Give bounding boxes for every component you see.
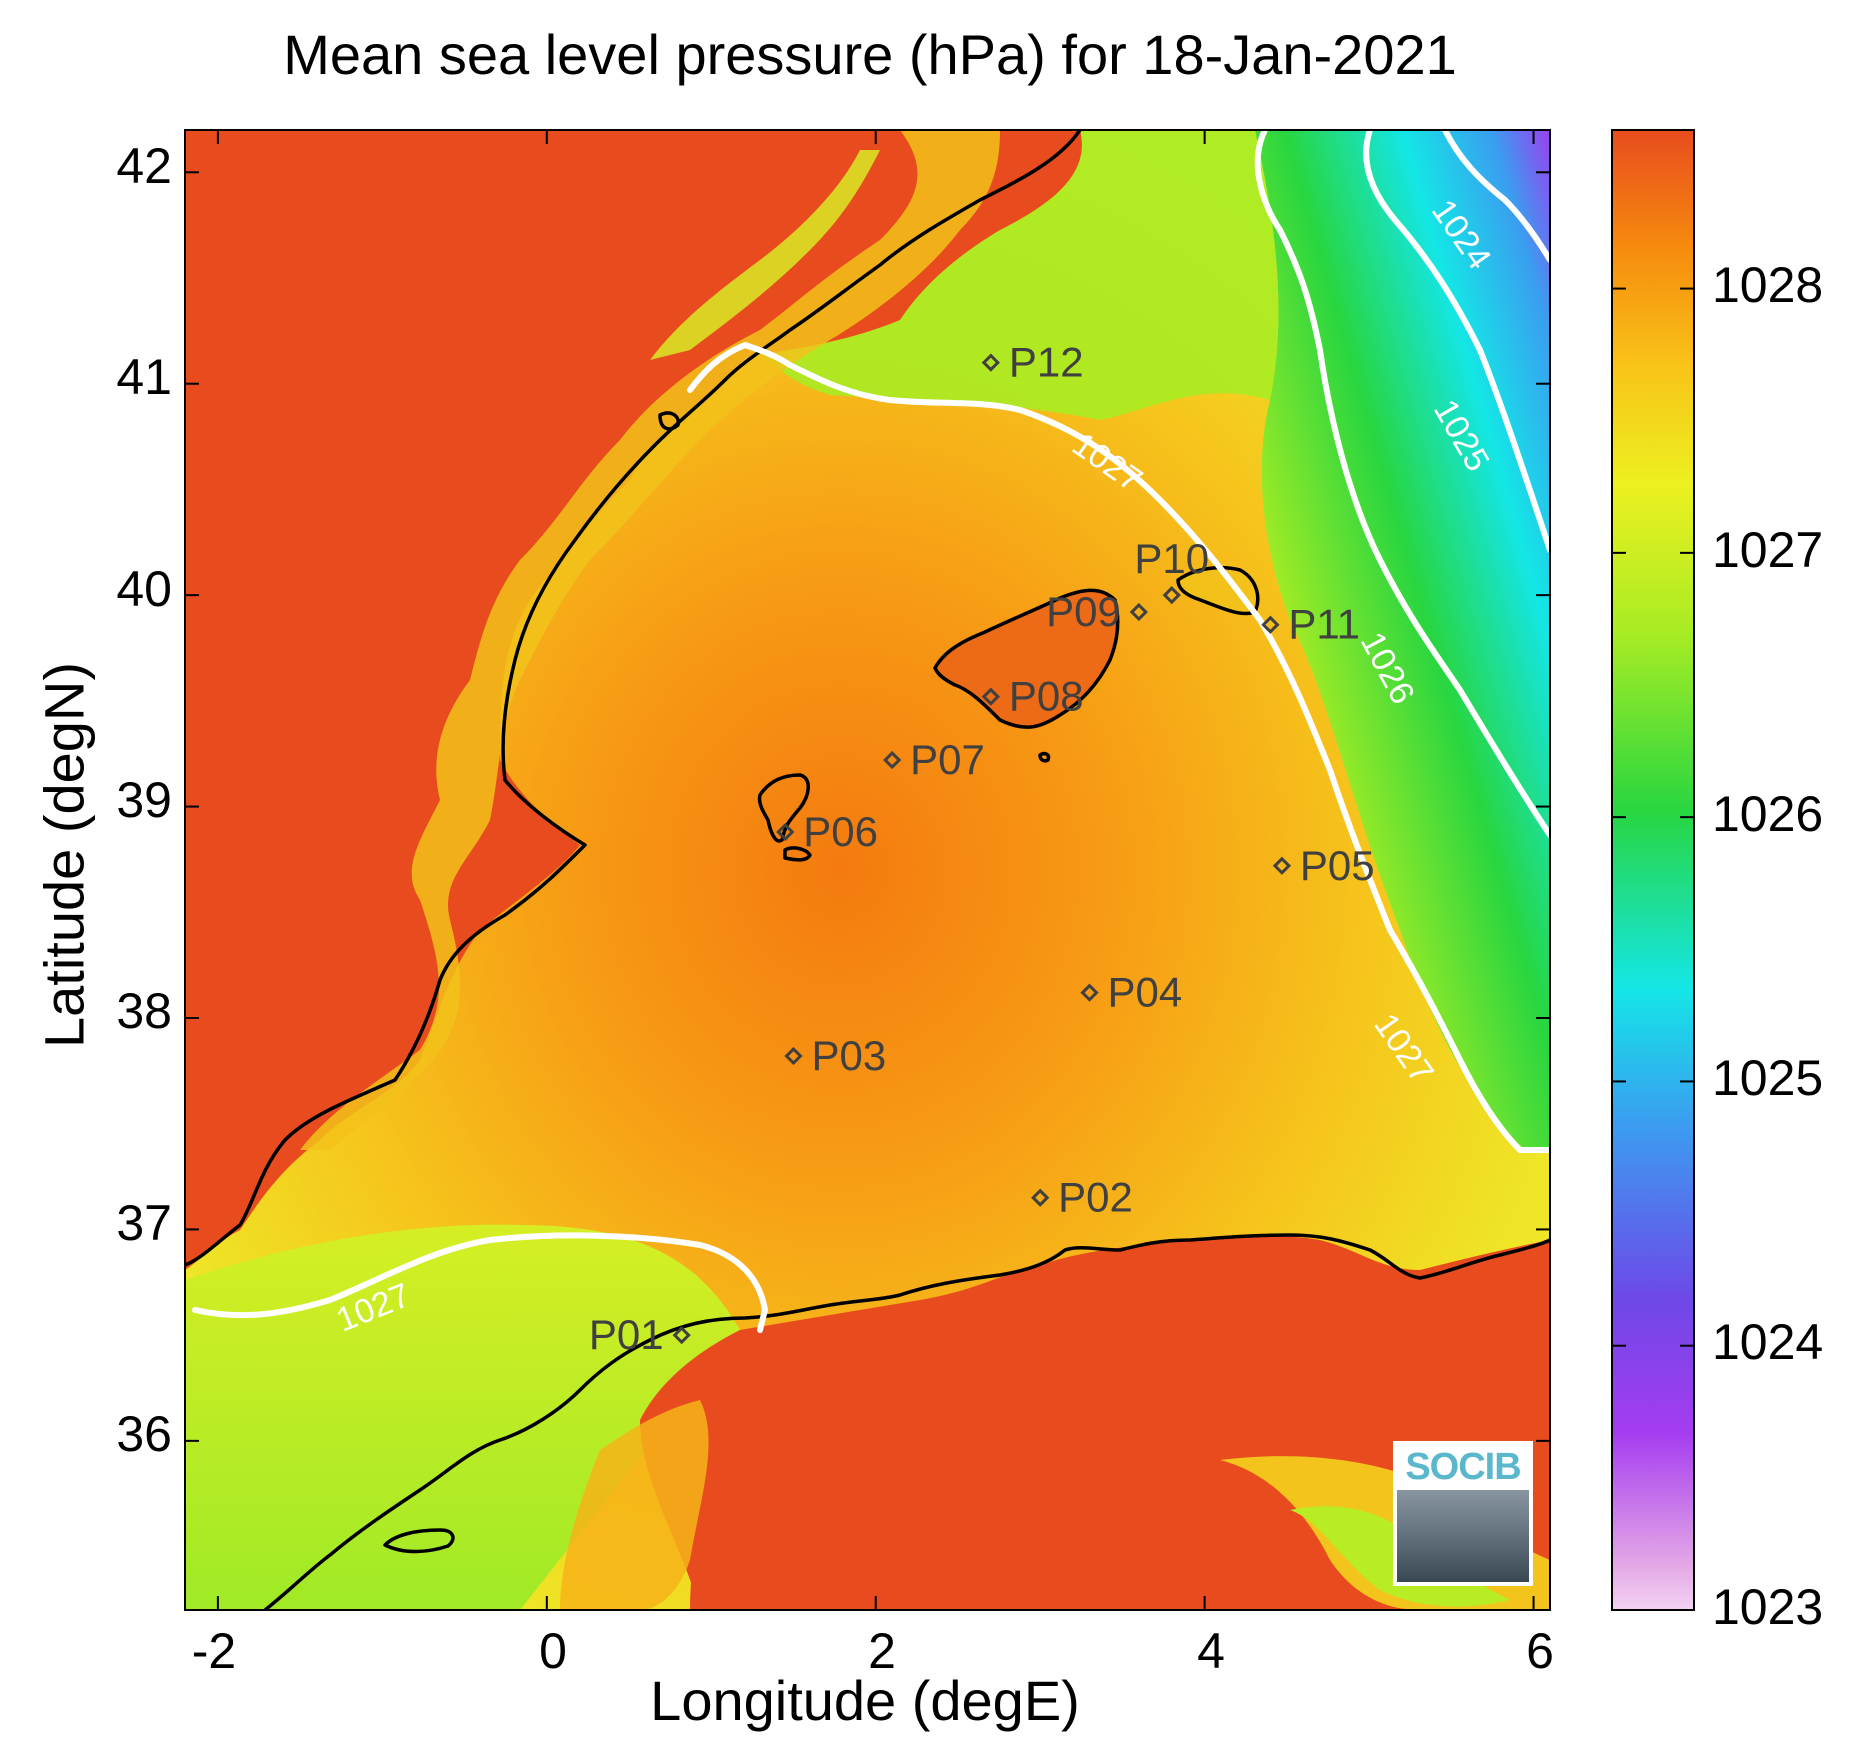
logo-text: SOCIB: [1397, 1445, 1529, 1490]
station-label-p02: P02: [1058, 1174, 1133, 1221]
y-tick-label: 40: [116, 561, 172, 617]
station-marker-p01: [672, 1326, 691, 1345]
station-marker-p08: [981, 687, 1000, 706]
colorbar: [1611, 129, 1695, 1611]
iberia-coastline: [185, 130, 1082, 1267]
chart-title: Mean sea level pressure (hPa) for 18-Jan…: [283, 23, 1457, 86]
colorbar-tick-label: 1024: [1712, 1314, 1824, 1370]
station-label-p06: P06: [803, 808, 878, 855]
y-tick-label: 41: [116, 349, 172, 405]
y-tick-label: 38: [116, 983, 172, 1039]
alboran-island: [383, 1528, 455, 1554]
contour-lines: [192, 130, 1550, 1333]
colorbar-tick-label: 1027: [1712, 522, 1824, 578]
y-tick-label: 37: [116, 1195, 172, 1251]
station-marker-p10: [1162, 586, 1181, 605]
x-tick-label: 6: [1526, 1623, 1554, 1679]
station-label-p10: P10: [1134, 535, 1209, 582]
station-marker-p07: [883, 750, 902, 770]
colorbar-tick-label: 1028: [1712, 257, 1824, 313]
x-axis-label: Longitude (degE): [650, 1669, 1080, 1732]
contour-1025: [1363, 130, 1550, 553]
contour-1027-south: [192, 1232, 768, 1333]
station-label-p09: P09: [1046, 588, 1121, 635]
contour-1027-north: [687, 342, 1550, 1153]
station-markers: P01 P02 P03 P04 P05 P06 P07 P08 P09 P10 P11 P12: [589, 339, 1375, 1359]
columbretes-coastline: [658, 411, 680, 431]
station-label-p05: P05: [1300, 842, 1375, 889]
station-label-p04: P04: [1108, 969, 1183, 1016]
x-tick-label: 4: [1197, 1623, 1225, 1679]
colorbar-ticks: [1612, 287, 1694, 1611]
colorbar-tick-label: 1023: [1712, 1579, 1824, 1635]
station-label-p01: P01: [589, 1311, 664, 1358]
map-frame: [184, 129, 1551, 1611]
contour-1024: [1442, 130, 1550, 263]
ibiza-coastline: [757, 773, 810, 843]
y-tick-label: 42: [116, 138, 172, 194]
formentera-coastline: [783, 846, 812, 862]
station-marker-p05: [1272, 856, 1292, 875]
station-label-p08: P08: [1009, 673, 1084, 720]
station-marker-p04: [1080, 983, 1099, 1002]
station-marker-p11: [1261, 615, 1280, 634]
station-marker-p03: [784, 1046, 803, 1066]
socib-logo: SOCIB: [1393, 1441, 1533, 1586]
mallorca-coastline: [933, 588, 1120, 729]
y-tick-label: 36: [116, 1406, 172, 1462]
coastlines: [185, 130, 1550, 1610]
map-ticks: [185, 130, 1550, 1610]
station-label-p03: P03: [811, 1032, 886, 1079]
station-label-p11: P11: [1288, 601, 1360, 648]
y-tick-label: 39: [116, 772, 172, 828]
station-label-p12: P12: [1009, 339, 1084, 386]
contour-1026: [1254, 130, 1550, 838]
station-marker-p12: [981, 353, 1000, 372]
africa-coastline: [263, 1233, 1550, 1610]
x-tick-label: 2: [868, 1623, 896, 1679]
colorbar-tick-label: 1026: [1712, 786, 1824, 842]
colorbar-tick-label: 1025: [1712, 1050, 1824, 1106]
y-axis-label: Latitude (degN): [32, 661, 96, 1049]
x-tick-label: -2: [191, 1623, 237, 1679]
station-label-p07: P07: [910, 736, 985, 783]
station-marker-p09: [1129, 602, 1148, 622]
station-marker-p02: [1031, 1188, 1050, 1207]
station-marker-p06: [776, 822, 795, 842]
cabrera-island: [1038, 751, 1051, 763]
x-tick-label: 0: [539, 1623, 567, 1679]
